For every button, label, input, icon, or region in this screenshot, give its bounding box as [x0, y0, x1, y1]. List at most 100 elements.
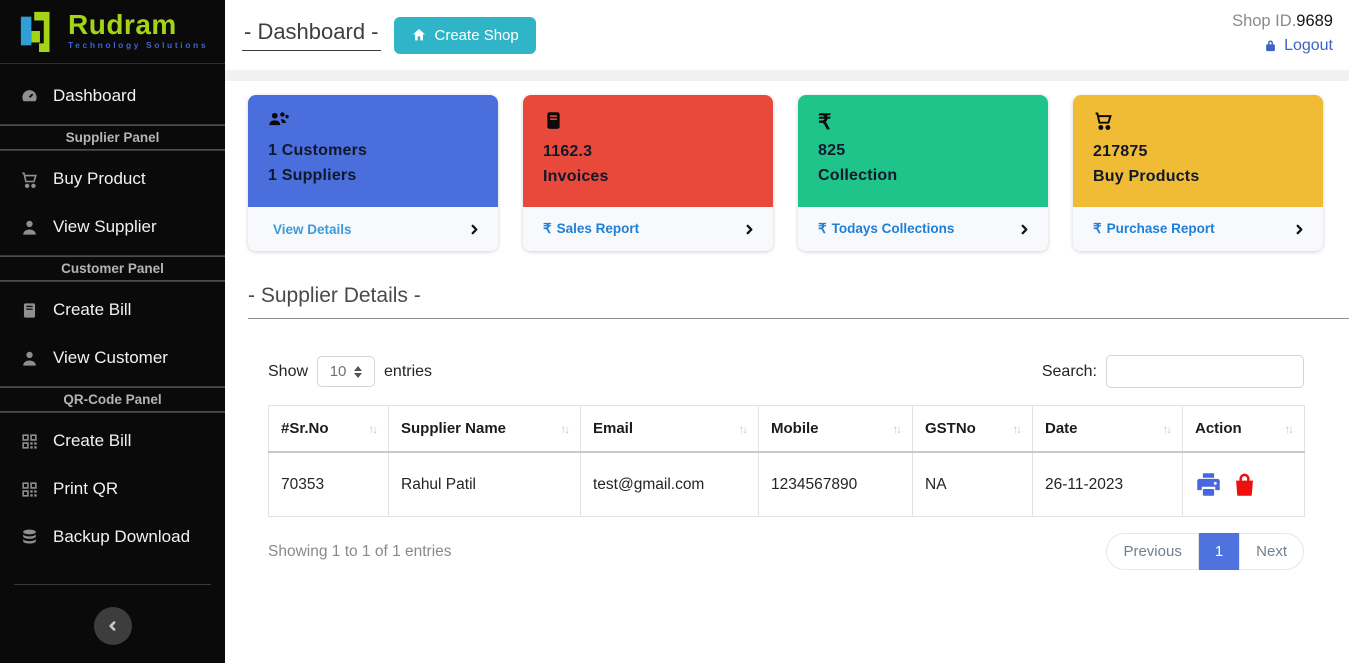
- tachometer-icon: [20, 87, 39, 106]
- sort-icon: [739, 420, 747, 437]
- cell-gstno: NA: [912, 451, 1033, 517]
- search-label: Search:: [1041, 362, 1097, 380]
- card-line-buy-total: 217875: [1093, 143, 1148, 160]
- create-shop-button[interactable]: Create Shop: [393, 16, 536, 54]
- search-input[interactable]: [1106, 355, 1304, 388]
- shop-id-label: Shop ID.: [1232, 11, 1297, 30]
- rupee-icon: ₹: [543, 221, 552, 236]
- chevron-right-icon: [1294, 224, 1305, 235]
- user-icon: [20, 349, 39, 368]
- logout-link[interactable]: Logout: [1263, 34, 1333, 58]
- book-icon: [543, 110, 565, 132]
- sidebar-item-view-supplier[interactable]: View Supplier: [0, 203, 225, 251]
- cell-date: 26-11-2023: [1032, 451, 1183, 517]
- sidebar-header-supplier-panel: Supplier Panel: [0, 124, 226, 151]
- sidebar-item-backup-download[interactable]: Backup Download: [0, 513, 225, 561]
- column-header-action[interactable]: Action: [1182, 405, 1305, 453]
- lock-icon: [1263, 38, 1278, 53]
- buy-products-card: 217875 Buy Products ₹ Purchase Report: [1073, 95, 1323, 251]
- show-label: Show: [268, 362, 309, 380]
- column-header-srno[interactable]: #Sr.No: [268, 405, 389, 453]
- database-icon: [20, 528, 39, 547]
- users-icon: [268, 110, 290, 132]
- sidebar-item-label: Create Bill: [53, 431, 132, 450]
- qrcode-icon: [20, 432, 39, 451]
- pagination-next-button[interactable]: Next: [1239, 533, 1304, 570]
- card-line-collection-total: 825: [818, 142, 846, 159]
- shop-id-value: 9689: [1296, 11, 1333, 30]
- supplier-table: #Sr.No Supplier Name Email Mobile GSTNo …: [268, 405, 1305, 517]
- sidebar-item-label: Create Bill: [53, 300, 132, 319]
- sidebar-header-qr-code-panel: QR-Code Panel: [0, 386, 226, 413]
- sidebar-item-label: Buy Product: [53, 169, 146, 188]
- sales-report-link[interactable]: ₹ Sales Report: [523, 207, 773, 251]
- chevron-right-icon: [469, 224, 480, 235]
- card-line-suppliers: 1 Suppliers: [268, 167, 357, 184]
- sidebar-footer: [0, 584, 225, 663]
- cell-email: test@gmail.com: [580, 451, 759, 517]
- sidebar-item-dashboard[interactable]: Dashboard: [0, 72, 225, 120]
- delete-bag-button[interactable]: [1231, 471, 1258, 498]
- topbar: - Dashboard - Create Shop Shop ID.9689: [225, 0, 1349, 70]
- user-icon: [20, 218, 39, 237]
- sidebar-item-label: View Supplier: [53, 217, 157, 236]
- page-length-select[interactable]: 10: [317, 356, 376, 387]
- app-logo[interactable]: Rudram Technology Solutions: [0, 0, 225, 64]
- column-header-gstno[interactable]: GSTNo: [912, 405, 1033, 453]
- column-header-supplier-name[interactable]: Supplier Name: [388, 405, 581, 453]
- stat-cards-row: 1 Customers 1 Suppliers View Details: [225, 81, 1349, 251]
- sort-icon: [1013, 420, 1021, 437]
- main-content: - Dashboard - Create Shop Shop ID.9689: [225, 0, 1349, 663]
- collection-card: ₹ 825 Collection ₹ Todays Collections: [798, 95, 1048, 251]
- card-line-customers: 1 Customers: [268, 142, 368, 159]
- sort-icon: [369, 420, 377, 437]
- sort-icon: [1285, 420, 1293, 437]
- sidebar-item-print-qr[interactable]: Print QR: [0, 465, 225, 513]
- sidebar-item-view-customer[interactable]: View Customer: [0, 334, 225, 382]
- sidebar-item-label: Print QR: [53, 479, 119, 498]
- sidebar-item-label: View Customer: [53, 348, 168, 367]
- qrcode-icon: [20, 480, 39, 499]
- cell-mobile: 1234567890: [758, 451, 913, 517]
- sidebar-item-buy-product[interactable]: Buy Product: [0, 155, 225, 203]
- invoices-card: 1162.3 Invoices ₹ Sales Report: [523, 95, 773, 251]
- column-header-mobile[interactable]: Mobile: [758, 405, 913, 453]
- rupee-icon: ₹: [818, 111, 832, 134]
- table-row: 70353 Rahul Patil test@gmail.com 1234567…: [268, 451, 1305, 517]
- rupee-icon: ₹: [818, 221, 827, 236]
- sidebar-item-create-bill-qr[interactable]: Create Bill: [0, 417, 225, 465]
- customers-suppliers-card: 1 Customers 1 Suppliers View Details: [248, 95, 498, 251]
- card-line-invoice-total: 1162.3: [543, 143, 593, 160]
- sidebar-item-label: Dashboard: [53, 86, 137, 105]
- chevron-right-icon: [1019, 224, 1030, 235]
- sidebar-nav: Dashboard Supplier Panel Buy Product Vie…: [0, 64, 226, 561]
- cart-icon: [1093, 110, 1115, 132]
- supplier-table-zone: Show 10 entries Search: #Sr.No Suppl: [268, 355, 1305, 570]
- column-header-date[interactable]: Date: [1032, 405, 1183, 453]
- sort-icon: [893, 420, 901, 437]
- pagination-previous-button[interactable]: Previous: [1106, 533, 1199, 570]
- logo-subtitle: Technology Solutions: [68, 39, 209, 50]
- print-button[interactable]: [1195, 471, 1222, 498]
- supplier-details-section-header: - Supplier Details -: [248, 284, 1349, 319]
- pagination-page-1-button[interactable]: 1: [1198, 533, 1240, 570]
- sidebar-collapse-button[interactable]: [93, 607, 132, 645]
- cell-supplier-name: Rahul Patil: [388, 451, 581, 517]
- purchase-report-link[interactable]: ₹ Purchase Report: [1073, 207, 1323, 251]
- table-header-row: #Sr.No Supplier Name Email Mobile GSTNo …: [268, 405, 1305, 453]
- table-info-text: Showing 1 to 1 of 1 entries: [268, 542, 452, 560]
- rudram-logo-icon: [18, 8, 60, 54]
- sidebar-item-create-bill[interactable]: Create Bill: [0, 286, 225, 334]
- todays-collections-link[interactable]: ₹ Todays Collections: [798, 207, 1048, 251]
- topbar-shadow: [225, 70, 1349, 81]
- view-details-link[interactable]: View Details: [248, 207, 498, 251]
- column-header-email[interactable]: Email: [580, 405, 759, 453]
- card-line-invoice-label: Invoices: [543, 168, 609, 185]
- sidebar: Rudram Technology Solutions Dashboard Su…: [0, 0, 226, 663]
- page-title: - Dashboard -: [242, 19, 381, 51]
- card-line-buy-label: Buy Products: [1093, 168, 1200, 185]
- section-title: - Supplier Details -: [248, 284, 421, 307]
- select-arrows-icon: [354, 365, 363, 378]
- sort-icon: [1163, 420, 1171, 437]
- sidebar-item-label: Backup Download: [53, 527, 191, 546]
